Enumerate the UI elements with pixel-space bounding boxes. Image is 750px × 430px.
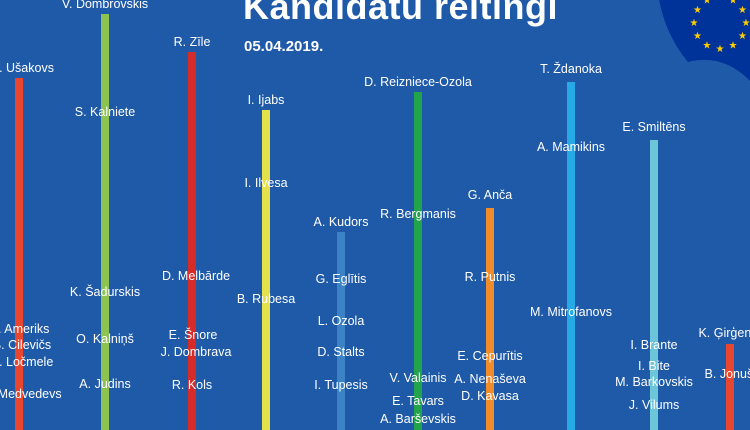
candidate-bar [188,52,196,430]
candidate-bar [262,110,270,430]
candidate-bar [726,344,734,430]
candidate-label: T. Ždanoka [540,62,602,76]
flag-star: ★ [693,31,702,42]
chart-title: Kandidātu reitingi [243,0,558,27]
candidate-label: G. Eglītis [315,272,367,286]
candidate-label: A. Barševskis [380,412,456,426]
candidate-bar [15,78,23,430]
candidate-label: R. Zīle [173,35,211,49]
candidate-label: A. Ločmele [0,355,54,369]
candidate-label: J. Vilums [628,398,680,412]
chart-date: 05.04.2019. [244,38,324,55]
candidate-label: A. Nenaševa [454,372,526,386]
candidate-label: S. Kalniete [74,105,136,119]
candidate-label: R. Kols [171,378,213,392]
flag-star: ★ [703,41,712,52]
candidate-label: E. Šnore [168,328,218,342]
candidate-label: E. Smiltēns [622,120,686,134]
candidate-label: V. Dombrovskis [61,0,149,11]
candidate-label: S. Medvedevs [0,387,62,401]
flag-star: ★ [693,5,702,16]
flag-star: ★ [729,0,738,6]
candidate-label: J. Dombrava [160,345,232,359]
candidate-label: R. Putnis [464,270,516,284]
candidate-bar [101,14,109,430]
candidate-label: R. Bergmanis [380,207,456,221]
candidate-label: I. Ijabs [247,93,285,107]
candidate-label: D. Melbārde [161,269,231,283]
candidate-bar [650,140,658,430]
candidate-label: I. Bite [638,359,670,373]
candidate-bar [486,208,494,430]
candidate-label: B. Jonušs [704,367,750,381]
flag-star: ★ [690,18,699,29]
candidate-label: I. Tupesis [314,378,368,392]
candidate-label: M. Barkovskis [615,375,693,389]
candidate-label: A. Judins [79,377,131,391]
flag-star: ★ [742,18,750,29]
candidate-label: M. Mitrofanovs [530,305,612,319]
flag-star: ★ [703,0,712,6]
flag-star: ★ [729,41,738,52]
candidate-label: I. Ilvesa [244,176,288,190]
candidate-label: N. Ušakovs [0,61,54,75]
candidate-label: O. Kalniņš [76,332,134,346]
candidate-label: K. Ģirģens [698,326,750,340]
candidate-label: D. Stalts [317,345,365,359]
candidate-label: I. Ameriks [0,322,50,336]
flag-star: ★ [738,31,747,42]
candidate-label: A. Mamikins [536,140,606,154]
candidate-label: I. Brante [630,338,678,352]
candidate-label: B. Rubesa [236,292,296,306]
candidate-label: E. Cepurītis [457,349,523,363]
flag-star: ★ [738,5,747,16]
flag-star: ★ [716,44,725,55]
candidate-label: L. Ozola [317,314,365,328]
eu-flag-icon: ★★★★★★★★★★★★ [648,0,750,90]
candidate-label: D. Reizniece-Ozola [364,75,472,89]
candidate-label: D. Kavasa [461,389,519,403]
candidate-bar [337,232,345,430]
flag-star: ★ [716,0,725,3]
candidate-label: V. Valainis [389,371,447,385]
candidate-label: K. Šadurskis [69,285,141,299]
candidate-bar [414,92,422,430]
candidate-label: B. Cilevičs [0,338,52,352]
candidate-label: A. Kudors [313,215,369,229]
candidate-label: E. Tavars [392,394,444,408]
candidate-bar [567,82,575,430]
candidate-label: G. Anča [467,188,513,202]
